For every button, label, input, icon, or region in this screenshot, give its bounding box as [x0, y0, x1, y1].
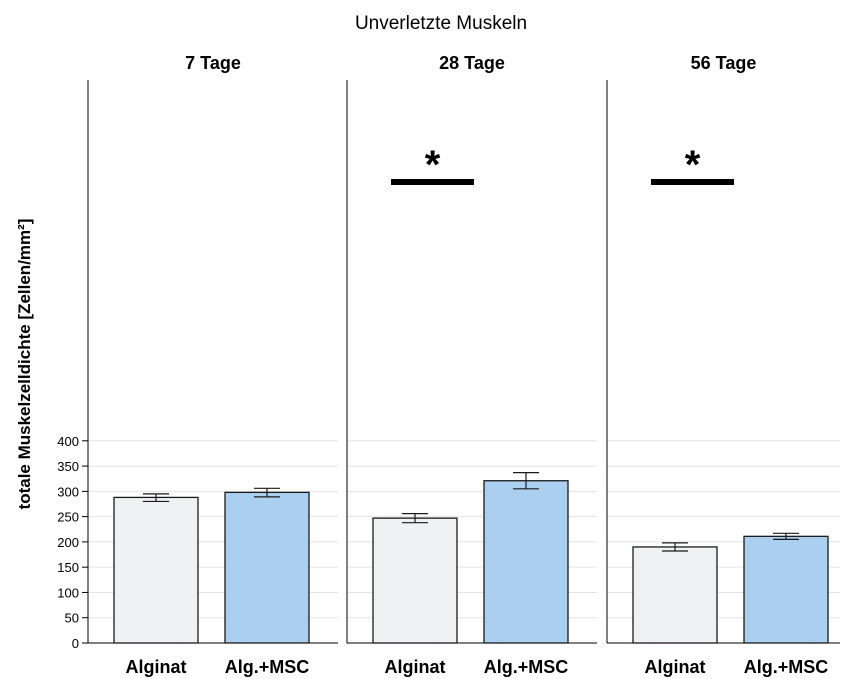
y-tick-label: 100 [57, 585, 79, 600]
x-category-label: Alg.+MSC [225, 657, 310, 677]
x-category-label: Alginat [645, 657, 706, 677]
bar-alginat [632, 546, 718, 644]
bar-alg-msc [743, 535, 829, 644]
x-category-label: Alg.+MSC [744, 657, 829, 677]
y-tick-label: 200 [57, 535, 79, 550]
panel-label: 7 Tage [185, 53, 241, 73]
significance-star: * [425, 143, 441, 187]
panel-label: 28 Tage [439, 53, 505, 73]
plot-area: 0 50 100 150 200 250 300 350 400 7 Tage Alginat Alg… [57, 53, 840, 677]
y-tick-label: 0 [72, 636, 79, 651]
x-category-label: Alg.+MSC [484, 657, 569, 677]
bar-alginat [113, 496, 199, 644]
x-category-label: Alginat [126, 657, 187, 677]
chart-title: Unverletzte Muskeln [355, 13, 527, 34]
significance-star: * [685, 143, 701, 187]
y-tick-label: 350 [57, 459, 79, 474]
bar-alg-msc [224, 491, 310, 644]
y-tick-label: 50 [65, 611, 79, 626]
bar-alginat [372, 517, 458, 644]
panel-label: 56 Tage [691, 53, 757, 73]
y-axis-label: totale Muskelzelldichte [Zellen/mm²] [15, 219, 34, 510]
x-category-label: Alginat [385, 657, 446, 677]
y-tick-label: 400 [57, 434, 79, 449]
y-tick-label: 150 [57, 560, 79, 575]
y-tick-label: 250 [57, 510, 79, 525]
bar-alg-msc [483, 480, 569, 644]
y-tick-label: 300 [57, 484, 79, 499]
